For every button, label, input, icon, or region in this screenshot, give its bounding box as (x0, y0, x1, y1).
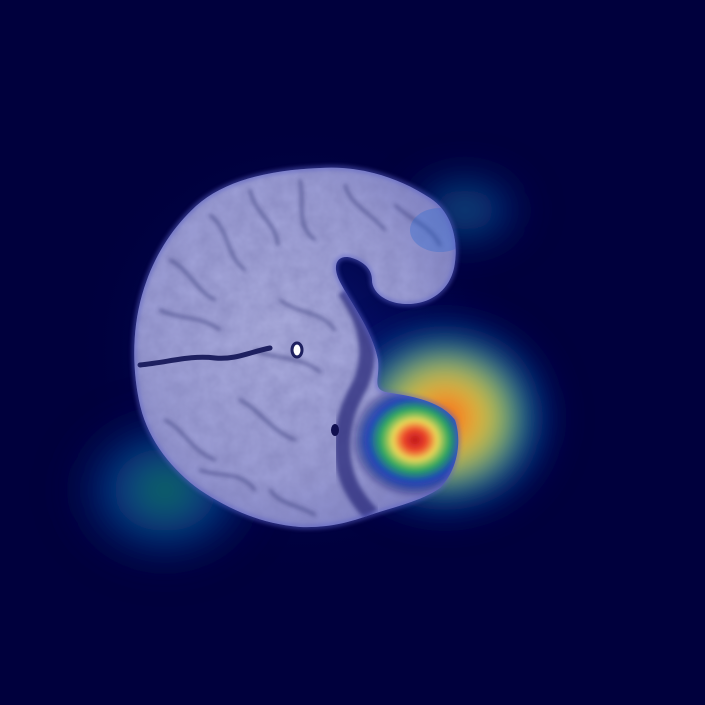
ventricle-marker (290, 341, 304, 359)
lesion-boundary (334, 285, 378, 521)
interhemispheric-fissure (137, 345, 273, 368)
brain-rim (132, 165, 461, 530)
dark-spot (331, 424, 339, 436)
